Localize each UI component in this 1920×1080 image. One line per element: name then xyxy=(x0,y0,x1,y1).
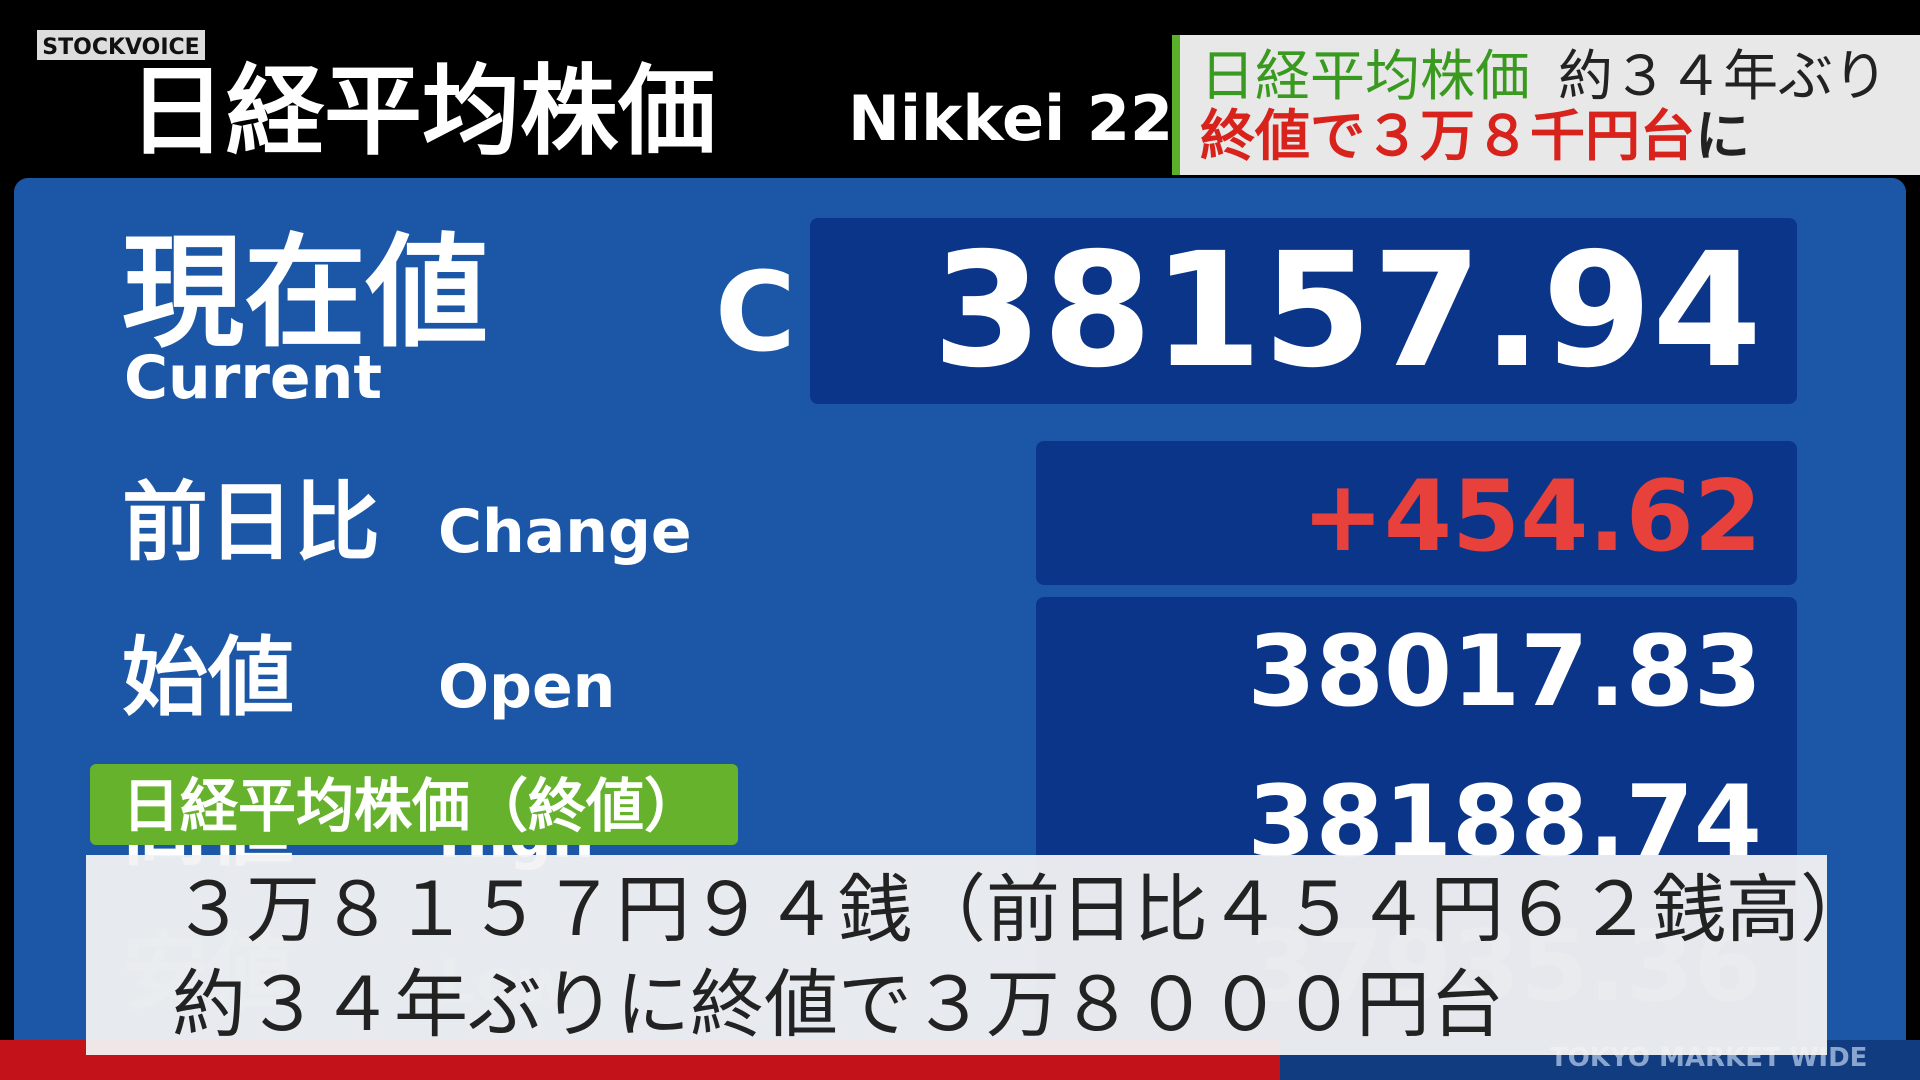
caption-tag: 日経平均株価（終値） xyxy=(122,772,702,840)
caption-line1: ３万８１５７円９４銭（前日比４５４円６２銭高） xyxy=(172,867,1874,953)
caption-box xyxy=(86,855,1827,1055)
current-label-en: Current xyxy=(124,343,382,413)
current-box xyxy=(810,218,1797,404)
row-label-en: Open xyxy=(438,652,615,722)
subtitle: Nikkei 225 xyxy=(848,82,1216,155)
current-flag: C xyxy=(715,248,796,376)
change-box xyxy=(1036,441,1797,585)
headline-line2-b: に xyxy=(1695,104,1750,168)
current-label: 現在値 xyxy=(122,222,488,364)
row-value: 38017.83 xyxy=(1247,615,1762,729)
headline-box xyxy=(1172,35,1920,175)
headline-line1: 日経平均株価 約３４年ぶり xyxy=(1200,44,1888,108)
brand: STOCKVOICE xyxy=(42,35,199,60)
row-label: 前日比 xyxy=(122,473,380,573)
row-label-en: Change xyxy=(438,497,692,567)
headline-line1-b: 約３４年ぶり xyxy=(1558,44,1888,108)
row-value: +454.62 xyxy=(1302,460,1762,574)
title: 日経平均株価 xyxy=(128,55,716,169)
caption-line2: 約３４年ぶりに終値で３万８０００円台 xyxy=(172,962,1504,1048)
headline-accent xyxy=(1172,35,1180,175)
caption-tag-box xyxy=(90,764,738,845)
headline-line1-a: 日経平均株価 xyxy=(1200,44,1530,108)
brand-box xyxy=(37,30,205,60)
row-label: 始値 xyxy=(122,628,294,728)
headline-line2: 終値で３万８千円台に xyxy=(1200,104,1750,168)
headline-line2-a: 終値で３万８千円台 xyxy=(1200,104,1695,168)
current-value: 38157.94 xyxy=(932,219,1762,403)
